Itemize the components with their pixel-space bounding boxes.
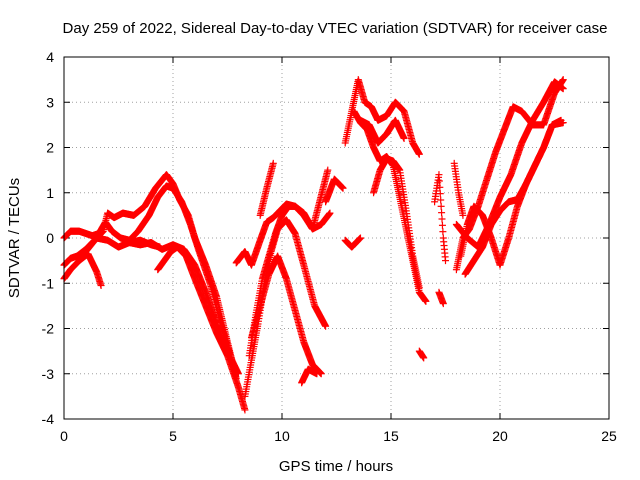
x-tick-label: 15 xyxy=(383,428,399,444)
data-point xyxy=(439,228,447,236)
x-tick-label: 25 xyxy=(601,428,617,444)
y-tick-label: -1 xyxy=(42,275,55,291)
data-point xyxy=(241,406,249,414)
data-point xyxy=(438,215,446,223)
x-tick-label: 5 xyxy=(169,428,177,444)
y-axis-label: SDTVAR / TECUs xyxy=(6,178,23,298)
x-axis-label: GPS time / hours xyxy=(279,458,393,475)
x-tick-label: 20 xyxy=(492,428,508,444)
y-tick-label: 4 xyxy=(46,49,54,65)
y-tick-label: 2 xyxy=(46,140,54,156)
y-tick-label: -2 xyxy=(42,321,55,337)
y-tick-label: -4 xyxy=(42,411,55,427)
data-point xyxy=(156,243,164,251)
data-point xyxy=(324,166,332,174)
y-tick-label: 1 xyxy=(46,185,54,201)
grid xyxy=(64,57,609,419)
data-point xyxy=(437,196,445,204)
data-point xyxy=(442,257,449,265)
data-point xyxy=(438,209,446,217)
data-point xyxy=(437,202,445,210)
data-points xyxy=(60,76,567,414)
tick-labels: 0 5 10 15 20 25 -4 -3 -2 -1 0 1 2 3 4 xyxy=(42,49,617,444)
data-point xyxy=(438,221,446,229)
x-tick-label: 0 xyxy=(60,428,68,444)
y-tick-label: 3 xyxy=(46,94,54,110)
x-tick-label: 10 xyxy=(274,428,290,444)
data-point xyxy=(97,282,105,290)
chart-title: Day 259 of 2022, Sidereal Day-to-day VTE… xyxy=(63,20,608,37)
y-tick-label: 0 xyxy=(46,230,54,246)
data-point xyxy=(224,352,231,360)
y-tick-label: -3 xyxy=(42,366,55,382)
data-point xyxy=(269,159,277,167)
